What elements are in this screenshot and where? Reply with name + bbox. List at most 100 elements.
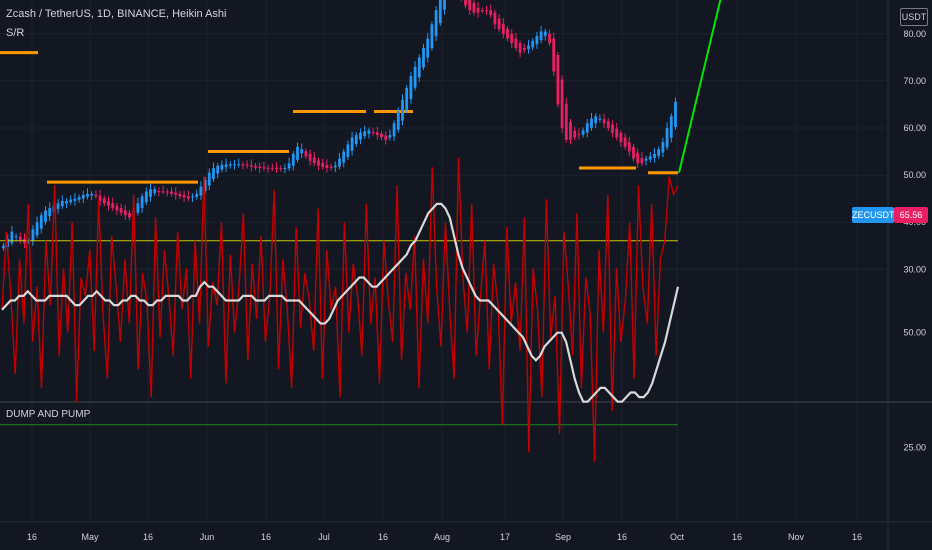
candle <box>241 161 245 170</box>
candle <box>262 161 266 171</box>
candle <box>149 183 152 202</box>
candle <box>186 190 190 202</box>
candle <box>312 151 316 167</box>
candle <box>165 188 169 197</box>
candle <box>430 21 434 51</box>
candle <box>623 133 627 150</box>
candle <box>367 127 371 139</box>
candle <box>380 130 383 141</box>
projection-arrow-shaft <box>678 0 722 173</box>
candle <box>254 163 257 171</box>
candle <box>392 120 396 142</box>
time-tick-label: Nov <box>788 532 805 542</box>
candle <box>270 163 274 171</box>
candle <box>405 85 409 114</box>
candle <box>409 71 413 104</box>
candle <box>585 119 589 138</box>
candle <box>548 29 551 47</box>
candle <box>615 123 619 141</box>
time-tick-label: Jun <box>200 532 215 542</box>
price-tick-label: 30.00 <box>903 264 926 274</box>
time-tick-label: 16 <box>261 532 271 542</box>
candle <box>359 128 362 145</box>
candle <box>98 189 102 206</box>
candle <box>338 152 341 170</box>
candle <box>81 190 85 204</box>
candle <box>543 28 547 41</box>
candle <box>300 143 304 159</box>
candle <box>506 25 509 42</box>
candle <box>413 61 417 91</box>
candle <box>564 98 568 143</box>
candle <box>598 114 602 123</box>
candle <box>539 25 543 43</box>
oscillator-layer <box>0 157 680 462</box>
candle <box>438 0 442 27</box>
candle <box>119 203 123 216</box>
candle <box>636 148 640 169</box>
candle <box>237 158 241 168</box>
candle <box>296 142 299 163</box>
candle <box>657 146 661 159</box>
candle <box>157 186 161 197</box>
candle <box>266 164 270 173</box>
candle <box>178 190 182 200</box>
candle <box>77 194 81 203</box>
candle <box>199 181 203 201</box>
candle <box>245 160 249 169</box>
candle <box>594 113 598 128</box>
oscillator-slow-line <box>1 202 680 403</box>
candle <box>275 162 278 173</box>
candle <box>480 7 484 14</box>
candle <box>321 158 325 170</box>
candle <box>69 195 73 206</box>
candle <box>363 125 367 139</box>
candle <box>136 197 140 216</box>
time-tick-label: May <box>81 532 99 542</box>
candle <box>665 122 669 151</box>
indicator-label-sr[interactable]: S/R <box>6 27 25 39</box>
candle <box>207 168 211 191</box>
candle <box>228 161 232 169</box>
candle <box>573 126 577 141</box>
candle <box>350 131 354 156</box>
candle <box>602 113 606 128</box>
candle <box>489 4 493 18</box>
candle <box>426 32 430 63</box>
chart-title: Zcash / TetherUS, 1D, BINANCE, Heikin As… <box>6 8 227 20</box>
oscillator-tick-label: 25.00 <box>903 443 926 453</box>
candle <box>653 148 656 163</box>
candle <box>161 185 165 195</box>
candle <box>644 155 648 166</box>
candle <box>522 43 526 54</box>
price-tick-label: 80.00 <box>903 29 926 39</box>
candle <box>531 38 535 51</box>
candle <box>10 225 14 246</box>
symbol-price-label: ZECUSDT <box>852 207 895 223</box>
candle <box>464 0 467 9</box>
candle <box>552 32 556 77</box>
candle <box>443 0 446 15</box>
candle <box>111 197 115 211</box>
candle <box>56 199 60 214</box>
time-tick-label: Aug <box>434 532 450 542</box>
currency-unit-badge[interactable]: USDT <box>900 8 928 26</box>
candle <box>627 136 631 157</box>
oscillator-title[interactable]: DUMP AND PUMP <box>6 409 91 420</box>
time-tick-label: 16 <box>732 532 742 542</box>
candle <box>128 209 131 221</box>
candle <box>510 29 514 48</box>
candle <box>191 193 194 203</box>
candle <box>90 191 94 201</box>
candle <box>674 97 677 130</box>
candle <box>308 149 312 166</box>
candle <box>287 157 291 172</box>
candle <box>216 162 220 179</box>
candle <box>401 94 404 126</box>
candle <box>73 192 77 206</box>
candle <box>39 212 43 234</box>
candle <box>388 129 392 141</box>
